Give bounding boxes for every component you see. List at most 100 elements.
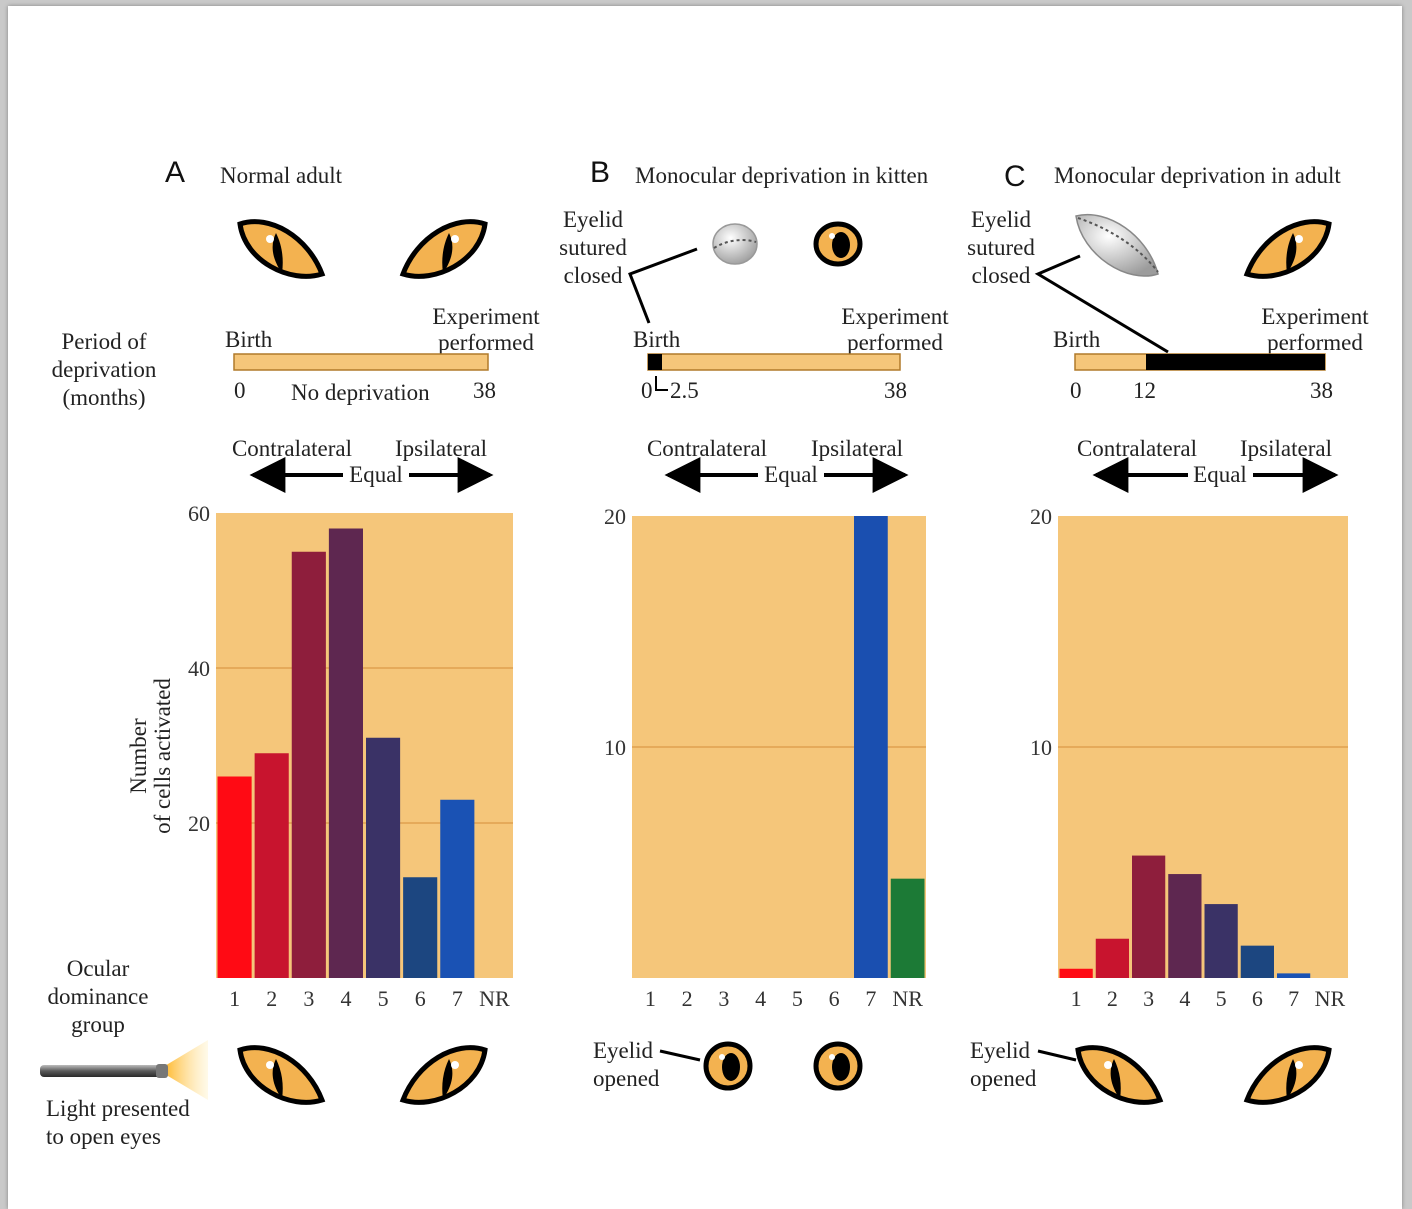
period-of-deprivation-label-3: (months) xyxy=(62,385,145,410)
timeline-start-c: 0 xyxy=(1070,378,1082,403)
dilated-eye-icon xyxy=(816,1044,860,1088)
x-tick-label-c-7: 7 xyxy=(1288,986,1299,1011)
timeline-start-a: 0 xyxy=(234,378,246,403)
experiment-label-a-1: Experiment xyxy=(432,304,540,329)
x-tick-label-b-5: 5 xyxy=(792,986,803,1011)
cat-eye-icon xyxy=(240,1048,322,1103)
bar-chart-c: 10 20 1 2 3 4 5 6 7 NR xyxy=(1030,504,1348,1011)
panel-c-title: Monocular deprivation in adult xyxy=(1054,163,1341,188)
x-tick-label-a-5: 5 xyxy=(378,986,389,1011)
x-tick-label-a-2: 2 xyxy=(266,986,277,1011)
x-tick-label-c-4: 4 xyxy=(1179,986,1190,1011)
x-tick-label-a-NR: NR xyxy=(479,986,510,1011)
birth-label-b: Birth xyxy=(633,327,681,352)
x-tick-label-b-3: 3 xyxy=(718,986,729,1011)
contralateral-label-c: Contralateral xyxy=(1077,436,1197,461)
experiment-label-c-2: performed xyxy=(1267,330,1363,355)
x-tick-label-a-4: 4 xyxy=(340,986,351,1011)
x-tick-label-c-NR: NR xyxy=(1315,986,1346,1011)
y-tick-label-b-0: 10 xyxy=(604,735,626,760)
x-tick-label-b-NR: NR xyxy=(892,986,923,1011)
ipsilateral-label-b: Ipsilateral xyxy=(811,436,903,461)
x-tick-label-b-1: 1 xyxy=(645,986,656,1011)
birth-label-c: Birth xyxy=(1053,327,1101,352)
y-axis-label-2: of cells activated xyxy=(150,678,175,834)
dominance-arrow-b: Contralateral Ipsilateral Equal xyxy=(647,436,905,487)
eyelid-sutured-label-c-3: closed xyxy=(972,263,1031,288)
x-tick-label-c-3: 3 xyxy=(1143,986,1154,1011)
ocular-dominance-label-2: dominance xyxy=(48,984,149,1009)
dominance-arrow-a: Contralateral Ipsilateral Equal xyxy=(232,436,490,487)
bar-c-2 xyxy=(1096,939,1129,978)
y-tick-label-a-2: 60 xyxy=(188,501,210,526)
bar-a-4 xyxy=(329,529,363,979)
bar-c-7 xyxy=(1277,973,1310,978)
panel-b-title: Monocular deprivation in kitten xyxy=(635,163,929,188)
ipsilateral-label-c: Ipsilateral xyxy=(1240,436,1332,461)
eyelid-sutured-label-c-2: sutured xyxy=(967,235,1035,260)
experiment-label-a-2: performed xyxy=(438,330,534,355)
bar-c-5 xyxy=(1205,904,1238,978)
eyelid-sutured-label-b-3: closed xyxy=(564,263,623,288)
timeline-end-c: 38 xyxy=(1310,378,1333,403)
sutured-eye-icon xyxy=(713,224,757,264)
equal-label-b: Equal xyxy=(764,462,818,487)
bar-c-3 xyxy=(1132,856,1165,978)
eyelid-opened-label-c-1: Eyelid xyxy=(970,1038,1031,1063)
figure-page: Period of deprivation (months) Number of… xyxy=(8,6,1402,1209)
panel-c-letter: C xyxy=(1004,160,1026,193)
deprivation-pointer-b xyxy=(656,376,668,390)
eyelid-opened-label-c-2: opened xyxy=(970,1066,1037,1091)
timeline-end-a: 38 xyxy=(473,378,496,403)
light-source-icon xyxy=(40,1040,208,1100)
cat-eye-icon xyxy=(1247,222,1329,277)
bar-b-NR xyxy=(891,879,925,978)
cat-eye-icon xyxy=(403,222,485,277)
panel-a-letter: A xyxy=(165,156,185,189)
x-tick-label-a-3: 3 xyxy=(303,986,314,1011)
x-tick-label-c-2: 2 xyxy=(1107,986,1118,1011)
period-of-deprivation-label-2: deprivation xyxy=(52,357,157,382)
x-tick-label-c-1: 1 xyxy=(1071,986,1082,1011)
eyelid-sutured-label-b-1: Eyelid xyxy=(563,207,624,232)
x-tick-label-a-6: 6 xyxy=(415,986,426,1011)
bar-a-3 xyxy=(292,552,326,978)
bar-a-2 xyxy=(255,753,289,978)
x-tick-label-b-2: 2 xyxy=(682,986,693,1011)
dominance-arrow-c: Contralateral Ipsilateral Equal xyxy=(1077,436,1335,487)
panel-b-letter: B xyxy=(590,156,610,189)
cat-eye-icon xyxy=(403,1048,485,1103)
x-tick-label-b-7: 7 xyxy=(865,986,876,1011)
contralateral-label-a: Contralateral xyxy=(232,436,352,461)
bar-b-7 xyxy=(854,516,888,978)
equal-label-c: Equal xyxy=(1193,462,1247,487)
x-tick-label-b-4: 4 xyxy=(755,986,766,1011)
x-tick-label-c-5: 5 xyxy=(1216,986,1227,1011)
deprivation-bar-b xyxy=(648,354,662,370)
birth-label-a: Birth xyxy=(225,327,273,352)
timeline-start-b: 0 xyxy=(641,378,653,403)
y-tick-label-c-1: 20 xyxy=(1030,504,1052,529)
bar-a-1 xyxy=(218,777,252,979)
panel-a-title: Normal adult xyxy=(220,163,343,188)
timeline-end-b: 38 xyxy=(884,378,907,403)
timeline-bar-a xyxy=(234,354,488,370)
x-tick-label-b-6: 6 xyxy=(829,986,840,1011)
eyelid-sutured-label-c-1: Eyelid xyxy=(971,207,1032,232)
eyelid-opened-label-b-2: opened xyxy=(593,1066,660,1091)
y-tick-label-b-1: 20 xyxy=(604,504,626,529)
experiment-label-b-1: Experiment xyxy=(841,304,949,329)
y-tick-label-c-0: 10 xyxy=(1030,735,1052,760)
ocular-dominance-label-1: Ocular xyxy=(67,956,130,981)
bar-a-6 xyxy=(403,877,437,978)
bar-chart-a: 20 40 60 1 2 3 4 5 6 7 NR xyxy=(188,501,513,1011)
timeline-bar-b xyxy=(648,354,900,370)
bar-a-7 xyxy=(440,800,474,978)
deprivation-bar-c xyxy=(1146,354,1325,370)
dilated-eye-icon xyxy=(706,1044,750,1088)
eyelid-opened-leader-c xyxy=(1038,1051,1076,1060)
cat-eye-icon xyxy=(240,222,322,277)
y-tick-label-a-0: 20 xyxy=(188,811,210,836)
timeline-mid-c: 12 xyxy=(1133,378,1156,403)
experiment-label-b-2: performed xyxy=(847,330,943,355)
